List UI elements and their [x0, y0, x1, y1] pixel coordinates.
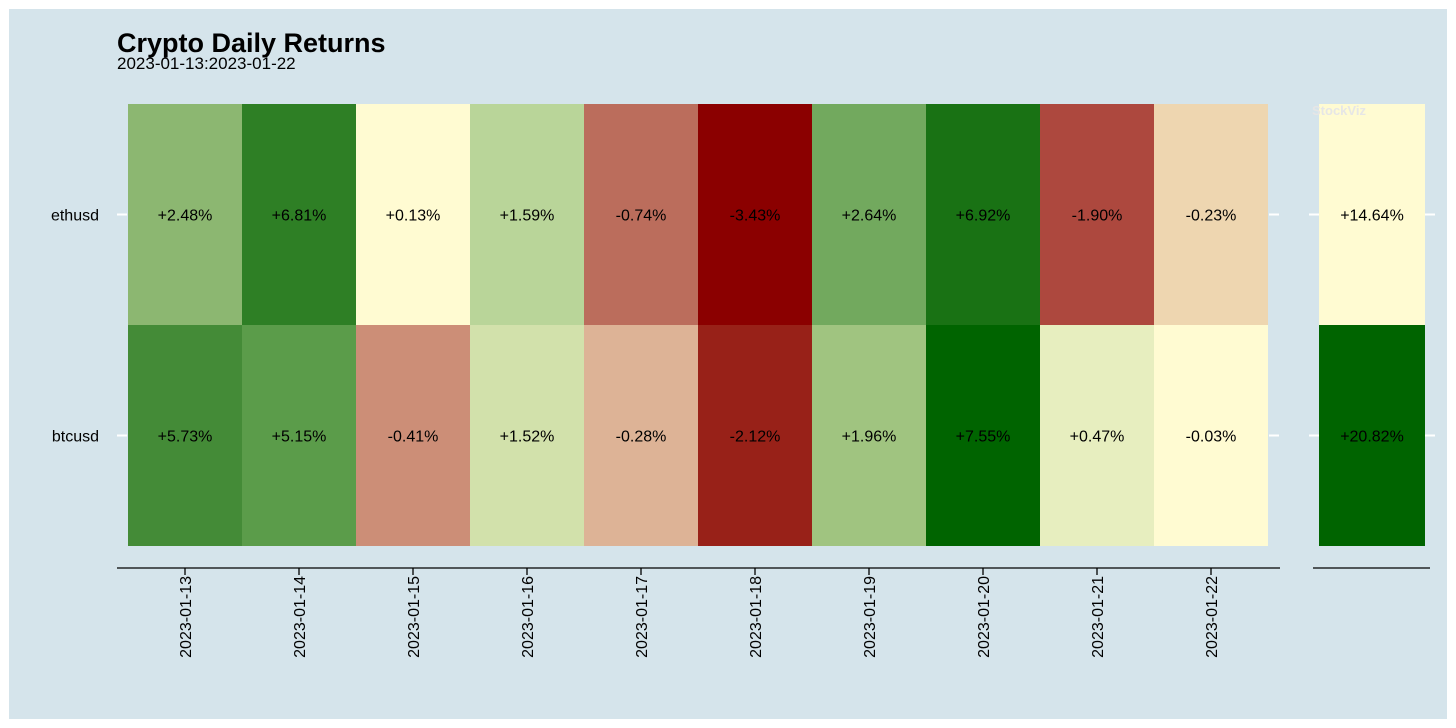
cell-label: -0.74%	[616, 208, 667, 225]
heatmap-cell	[698, 104, 812, 325]
row-label: ethusd	[51, 208, 99, 225]
cell-label: -0.28%	[616, 429, 667, 446]
heatmap-cell	[812, 104, 926, 325]
heatmap-cell	[356, 325, 470, 546]
cell-label: +2.64%	[842, 208, 897, 225]
heatmap-cell	[470, 104, 584, 325]
cell-label: +6.92%	[956, 208, 1011, 225]
heatmap-cell	[812, 325, 926, 546]
total-cell	[1319, 104, 1425, 325]
heatmap-cell	[1040, 325, 1154, 546]
heatmap-cell	[926, 104, 1040, 325]
x-tick-label: 2023-01-13	[178, 576, 195, 658]
x-tick-label: 2023-01-17	[634, 576, 651, 658]
heatmap-cell	[926, 325, 1040, 546]
cell-label: +5.73%	[158, 429, 213, 446]
chart-subtitle: 2023-01-13:2023-01-22	[117, 54, 296, 73]
cell-label: +5.15%	[272, 429, 327, 446]
cell-label: +1.52%	[500, 429, 555, 446]
cell-label: +6.81%	[272, 208, 327, 225]
cell-label: +2.48%	[158, 208, 213, 225]
x-tick-label: 2023-01-16	[520, 576, 537, 658]
heatmap-cell	[1040, 104, 1154, 325]
cell-label: +7.55%	[956, 429, 1011, 446]
total-cell	[1319, 325, 1425, 546]
heatmap-cell	[470, 325, 584, 546]
x-tick-label: 2023-01-19	[862, 576, 879, 658]
chart-title: Crypto Daily Returns	[117, 28, 386, 58]
x-tick-label: 2023-01-20	[976, 576, 993, 658]
cell-label: -1.90%	[1072, 208, 1123, 225]
heatmap-cell	[1154, 325, 1268, 546]
x-tick-label: 2023-01-14	[292, 576, 309, 658]
cell-label: +0.13%	[386, 208, 441, 225]
x-tick-label: 2023-01-18	[748, 576, 765, 658]
cell-label: +0.47%	[1070, 429, 1125, 446]
heatmap-cell	[584, 104, 698, 325]
watermark: StockViz	[1312, 103, 1366, 118]
heatmap-cell	[242, 325, 356, 546]
row-label: btcusd	[52, 429, 99, 446]
heatmap-cell	[356, 104, 470, 325]
heatmap-cell	[128, 325, 242, 546]
heatmap-cell	[1154, 104, 1268, 325]
cell-label: -0.23%	[1186, 208, 1237, 225]
total-label: +14.64%	[1340, 208, 1404, 225]
x-tick-label: 2023-01-22	[1204, 576, 1221, 658]
heatmap-cell	[698, 325, 812, 546]
cell-label: -0.41%	[388, 429, 439, 446]
total-label: +20.82%	[1340, 429, 1404, 446]
x-tick-label: 2023-01-15	[406, 576, 423, 658]
cell-label: +1.59%	[500, 208, 555, 225]
heatmap-cell	[242, 104, 356, 325]
x-tick-label: 2023-01-21	[1090, 576, 1107, 658]
cell-label: -3.43%	[730, 208, 781, 225]
heatmap-cell	[584, 325, 698, 546]
cell-label: -2.12%	[730, 429, 781, 446]
cell-label: -0.03%	[1186, 429, 1237, 446]
heatmap-cell	[128, 104, 242, 325]
cell-label: +1.96%	[842, 429, 897, 446]
